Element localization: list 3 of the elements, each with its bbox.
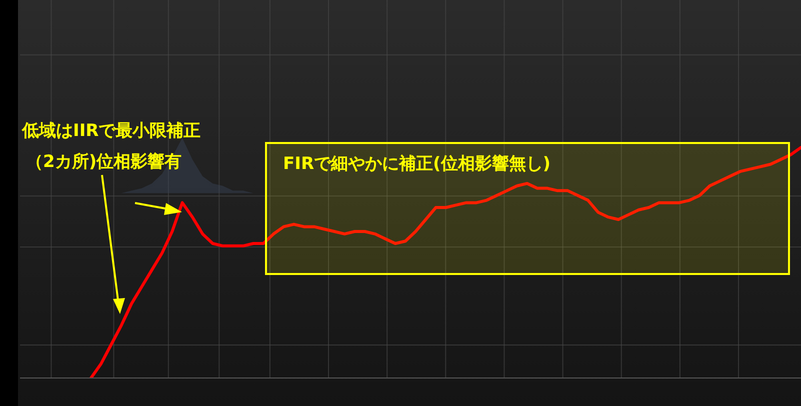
annotation: （2カ所)位相影響有 [26,151,182,173]
annotation: 低域はIIRで最小限補正 [22,120,201,142]
annotation: FIRで細やかに補正(位相影響無し) [283,153,551,175]
